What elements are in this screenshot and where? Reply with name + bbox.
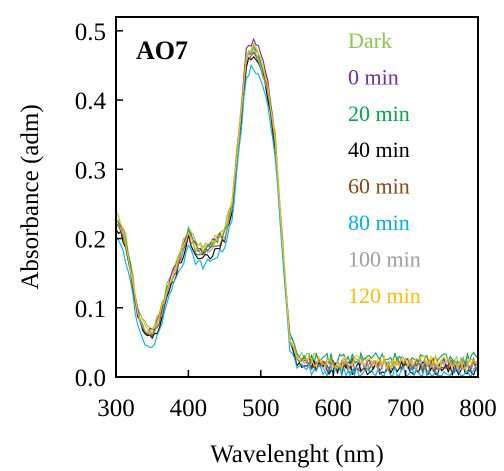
y-tick-label: 0.1 (75, 296, 106, 323)
legend-entry-120-min: 120 min (348, 283, 421, 308)
legend-entry-80-min: 80 min (348, 210, 410, 235)
y-tick-label: 0.4 (75, 88, 107, 115)
x-tick-label: 400 (170, 395, 208, 422)
series-line-20-min (115, 44, 479, 368)
series-layer (115, 37, 479, 378)
x-tick-label: 700 (387, 395, 425, 422)
legend-entry-100-min: 100 min (348, 246, 421, 271)
series-line-60-min (115, 51, 479, 374)
legend-entry-20-min: 20 min (348, 101, 410, 126)
series-line-120-min (115, 42, 479, 371)
legend-entry-0-min: 0 min (348, 64, 399, 89)
x-tick-label: 300 (97, 395, 135, 422)
x-axis-title: Wavelenght (nm) (210, 441, 384, 468)
y-tick-label: 0.2 (75, 227, 106, 254)
y-tick-label: 0.5 (75, 19, 106, 46)
plot-frame (115, 16, 479, 378)
panel-label: AO7 (136, 36, 188, 65)
series-line-0-min (115, 37, 479, 373)
y-axis-title: Absorbance (adm) (17, 104, 44, 289)
x-tick-label: 600 (314, 395, 352, 422)
legend-entry-60-min: 60 min (348, 174, 410, 199)
ticks-layer: 300 400 500 600 700 800 0.0 0.1 0.2 0.3 0.4 0.5 (75, 19, 497, 422)
series-line-100-min (115, 44, 479, 373)
legend-entry-dark: Dark (348, 28, 392, 53)
legend-entry-40-min: 40 min (348, 137, 410, 162)
x-tick-label: 500 (242, 395, 280, 422)
series-line-80-min (115, 63, 479, 378)
x-tick-label: 800 (459, 395, 497, 422)
series-line-40-min (115, 55, 479, 377)
y-tick-label: 0.0 (75, 365, 106, 392)
series-line-dark (115, 47, 479, 372)
legend: Dark 0 min 20 min 40 min 60 min 80 min 100 min… (348, 28, 421, 308)
y-tick-label: 0.3 (75, 157, 106, 184)
